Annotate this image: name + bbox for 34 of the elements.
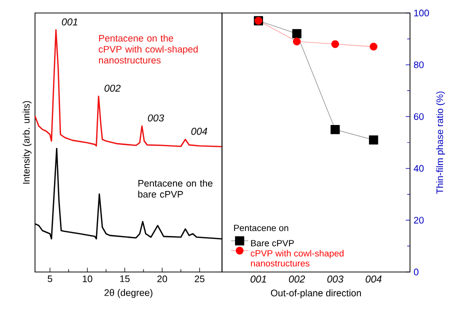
x-tick-label: 004 [366,276,382,283]
x-tick-label: 001 [250,276,266,283]
y-tick-label: 0 [414,268,418,276]
x-tick-label: 10 [82,276,92,282]
y-tick-label: 40 [414,165,424,172]
text: Pentacene on the cPVP with cowl-shaped nanostructures [98,34,198,64]
y-tick-label: 80 [414,61,424,68]
legend-title: Pentacene on [234,224,288,232]
point [292,29,302,38]
point [331,40,340,48]
point [370,42,378,51]
y-axis-title: Thin-film phase ratio (%) [436,92,445,194]
y-tick-label: 60 [414,113,424,120]
x-tick-label: 5 [48,276,52,282]
x-tick-label: 003 [327,276,344,283]
legend-label: Bare cPVP [251,240,294,246]
x-tick-label: 15 [120,276,130,282]
legend-label: cPVP with cowl-shaped nanostructures [250,250,344,266]
annotation: 003 [148,114,164,122]
x-axis-title: Out-of-plane direction [270,289,361,298]
annotation: 002 [104,84,121,92]
point [292,38,301,46]
y-tick-label: 100 [414,10,429,16]
x-tick-label: 20 [157,276,168,282]
x-tick-label: 002 [288,276,305,283]
annotation: 004 [191,128,208,135]
x-tick-label: 25 [194,276,204,282]
y-axis-title: Intensity (arb. units) [22,101,32,184]
annotation: 001 [62,18,78,26]
x-axis-title: 2θ (degree) [104,289,152,298]
point [330,124,340,134]
y-tick-label: 20 [414,216,424,224]
point [368,135,378,144]
text: Pentacene on the bare cPVP [138,180,212,198]
